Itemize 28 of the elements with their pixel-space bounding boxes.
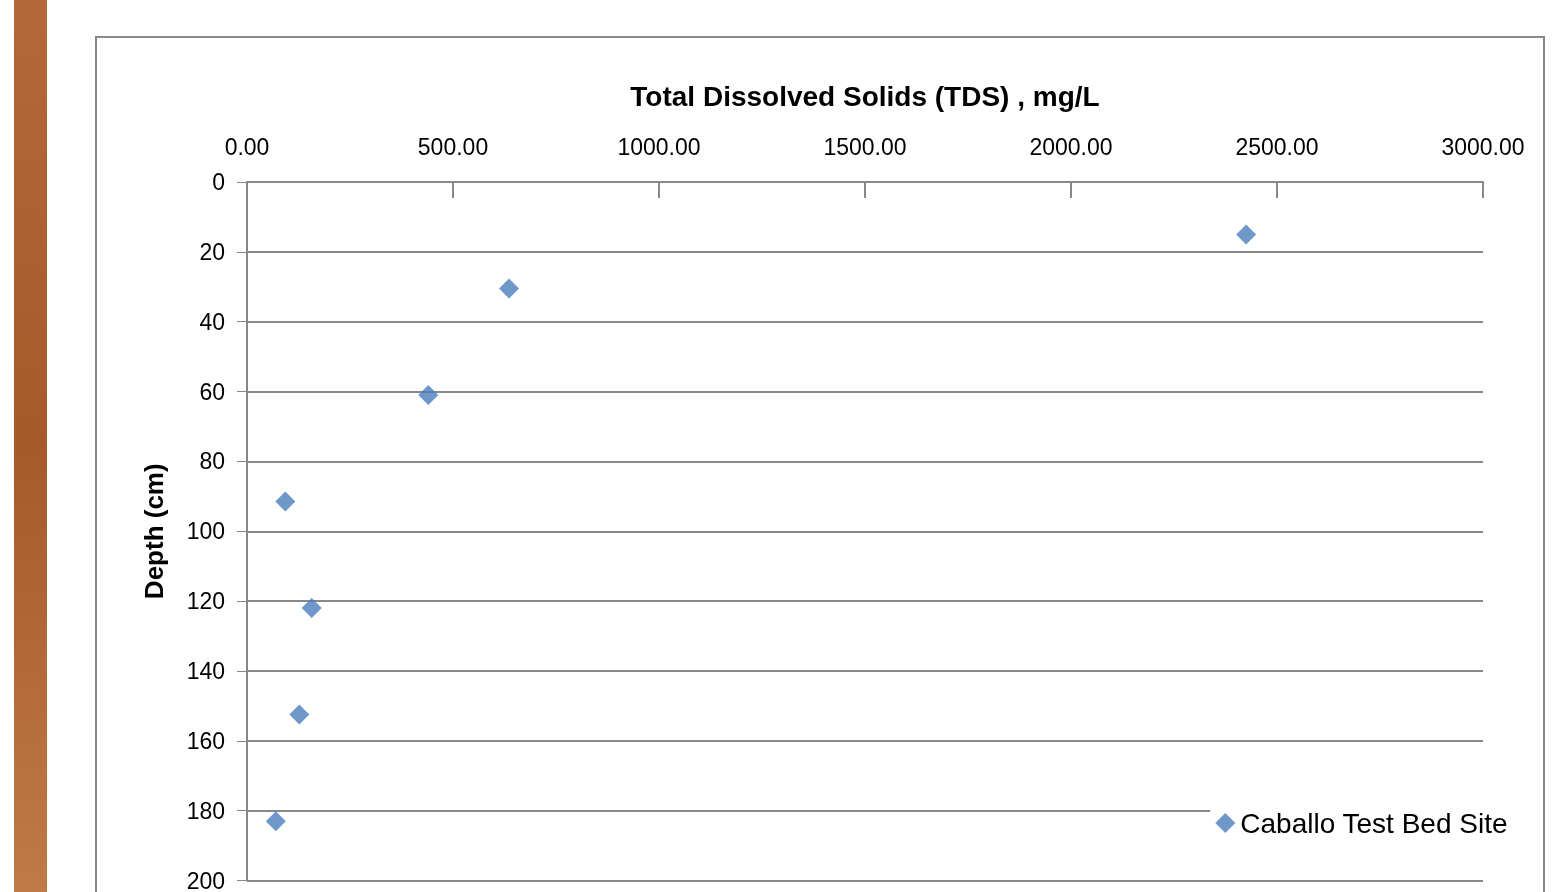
point bbox=[1236, 224, 1257, 245]
x-tick-label: 2000.00 bbox=[1029, 133, 1113, 160]
legend-label: Caballo Test Bed Site bbox=[1240, 807, 1508, 839]
y-tick-label: 80 bbox=[199, 448, 225, 475]
point bbox=[418, 385, 439, 406]
y-axis-title: Depth (cm) bbox=[139, 463, 169, 600]
point bbox=[499, 278, 520, 299]
y-tick-label: 180 bbox=[186, 797, 225, 824]
point bbox=[265, 811, 286, 832]
x-tick-label: 3000.00 bbox=[1441, 133, 1525, 160]
x-tick-label: 1000.00 bbox=[617, 133, 701, 160]
x-tick-label: 1500.00 bbox=[823, 133, 907, 160]
y-tick-label: 100 bbox=[186, 518, 225, 545]
x-tick-label: 0.00 bbox=[224, 133, 270, 160]
y-tick-label: 60 bbox=[199, 378, 225, 405]
point bbox=[289, 704, 310, 725]
point bbox=[275, 491, 296, 512]
y-tick-label: 20 bbox=[199, 238, 225, 265]
y-tick-label: 0 bbox=[212, 169, 225, 195]
y-tick-label: 160 bbox=[186, 727, 225, 754]
y-tick-label: 40 bbox=[199, 308, 225, 335]
point bbox=[301, 598, 322, 619]
y-tick-label: 200 bbox=[186, 867, 225, 892]
x-axis-title: Total Dissolved Solids (TDS) , mg/L bbox=[630, 80, 1100, 112]
y-tick-label: 120 bbox=[186, 588, 225, 615]
x-tick-label: 500.00 bbox=[417, 133, 489, 160]
x-tick-label: 2500.00 bbox=[1235, 133, 1319, 160]
y-tick-label: 140 bbox=[186, 657, 225, 684]
